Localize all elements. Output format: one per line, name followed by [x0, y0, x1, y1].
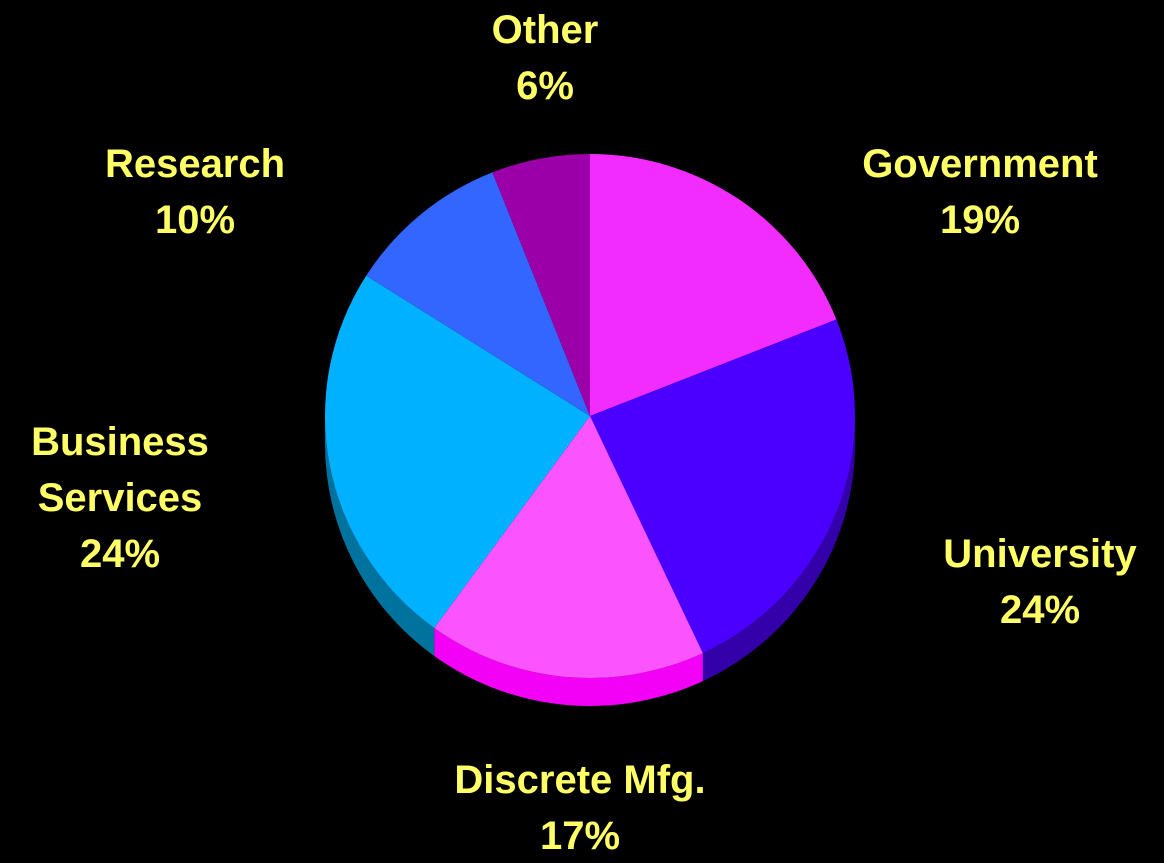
pie-slice-discrete-mfg	[434, 416, 703, 678]
slice-label-name: Discrete Mfg.	[454, 758, 706, 802]
slice-label-value: 24%	[79, 532, 161, 576]
pie-slice-side-university	[702, 416, 855, 682]
slice-label-name: University	[943, 532, 1137, 576]
slice-label-value: 17%	[539, 814, 621, 858]
pie-slice-business-services	[325, 275, 590, 628]
pie-slice-government	[590, 154, 837, 416]
slice-label-value: 10%	[154, 198, 236, 242]
slice-label-university: University 24%	[910, 526, 1164, 638]
slice-label-value: 19%	[939, 198, 1021, 242]
slice-label-government: Government 19%	[820, 136, 1140, 248]
pie-slice-university	[590, 319, 855, 654]
slice-label-research: Research 10%	[60, 136, 330, 248]
pie-slice-side-discrete-mfg	[434, 627, 703, 706]
pie-slice-research	[366, 172, 590, 416]
slice-label-name-line2: Services	[37, 476, 203, 520]
pie-slice-side-business-services	[325, 416, 435, 656]
slice-label-name: Other	[491, 8, 599, 52]
slice-label-name-line1: Business	[31, 420, 209, 464]
pie-side-layer	[325, 416, 855, 706]
slice-label-value: 6%	[516, 64, 574, 108]
slice-label-value: 24%	[999, 588, 1081, 632]
slice-label-name: Government	[862, 142, 1098, 186]
slice-label-business-services: Business Services 24%	[0, 414, 240, 582]
slice-label-name: Research	[104, 142, 286, 186]
slice-label-discrete-mfg: Discrete Mfg. 17%	[400, 752, 760, 863]
pie-slice-other	[492, 154, 590, 416]
slice-label-other: Other 6%	[445, 2, 645, 114]
pie-top-layer	[325, 154, 855, 678]
